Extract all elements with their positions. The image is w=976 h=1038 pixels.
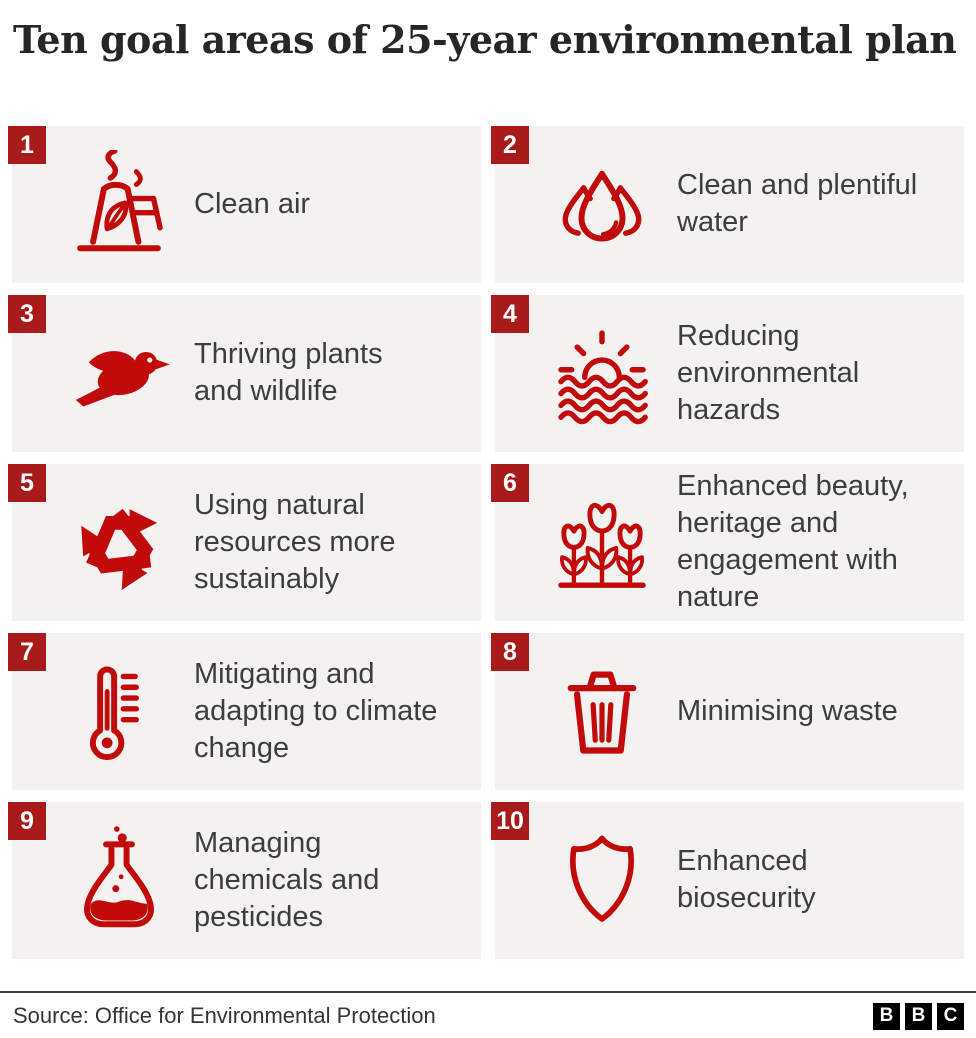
bbc-logo: B B C [873, 1002, 964, 1030]
thermometer-icon [58, 657, 180, 765]
footer-divider [0, 990, 976, 993]
goal-number-badge: 3 [8, 294, 46, 333]
recycle-icon [58, 489, 180, 595]
goal-number-badge: 10 [491, 801, 529, 840]
water-drops-icon [541, 150, 663, 258]
sun-waves-icon [541, 319, 663, 427]
goal-cell-6: 6 [491, 463, 964, 621]
goal-number-badge: 8 [491, 632, 529, 671]
goal-number-badge: 6 [491, 463, 529, 502]
goal-label: Clean and plentiful water [677, 169, 918, 239]
bbc-logo-letter: C [937, 1002, 964, 1030]
goal-number-badge: 7 [8, 632, 46, 671]
page-title: Ten goal areas of 25-year environmental … [13, 17, 957, 62]
goal-label: Minimising waste [677, 694, 898, 727]
goal-label: Managing chemicals and pesticides [194, 826, 380, 933]
goal-label: Enhanced beauty, heritage and engagement… [677, 470, 909, 614]
goal-label: Thriving plants and wildlife [194, 338, 383, 408]
goal-cell-9: 9 Managing chemicals and pesticides [8, 801, 481, 959]
goal-cell-8: 8 Minimising waste [491, 632, 964, 790]
goal-cell-2: 2 Clean and plentiful water [491, 125, 964, 283]
goal-number-badge: 2 [491, 125, 529, 164]
bbc-logo-letter: B [905, 1002, 932, 1030]
flowers-icon [541, 488, 663, 596]
goal-cell-7: 7 Mitigating and adapting to climate cha… [8, 632, 481, 790]
bbc-logo-letter: B [873, 1002, 900, 1030]
goal-label: Clean air [194, 187, 311, 220]
goal-label: Enhanced biosecurity [677, 845, 816, 915]
shield-icon [541, 826, 663, 934]
goal-number-badge: 9 [8, 801, 46, 840]
footer: Source: Office for Environmental Protect… [0, 993, 976, 1030]
goal-cell-3: 3 Thriving plants and wildlife [8, 294, 481, 452]
bird-icon [58, 319, 180, 427]
trash-bin-icon [541, 657, 663, 765]
goal-cell-1: 1 Clean air [8, 125, 481, 283]
goal-number-badge: 1 [8, 125, 46, 164]
source-text: Source: Office for Environmental Protect… [13, 1003, 436, 1029]
power-plant-icon [58, 150, 180, 258]
goal-number-badge: 4 [491, 294, 529, 333]
flask-icon [58, 826, 180, 934]
goal-label: Using natural resources more sustainably [194, 488, 396, 595]
goal-cell-10: 10 Enhanced biosecurity [491, 801, 964, 959]
goal-cell-5: 5 Using na [8, 463, 481, 621]
goal-number-badge: 5 [8, 463, 46, 502]
goal-label: Reducing environmental hazards [677, 319, 860, 426]
goals-grid: 1 Clean air 2 [8, 125, 964, 959]
goal-cell-4: 4 Reducing environmental hazards [491, 294, 964, 452]
goal-label: Mitigating and adapting to climate chang… [194, 657, 438, 764]
